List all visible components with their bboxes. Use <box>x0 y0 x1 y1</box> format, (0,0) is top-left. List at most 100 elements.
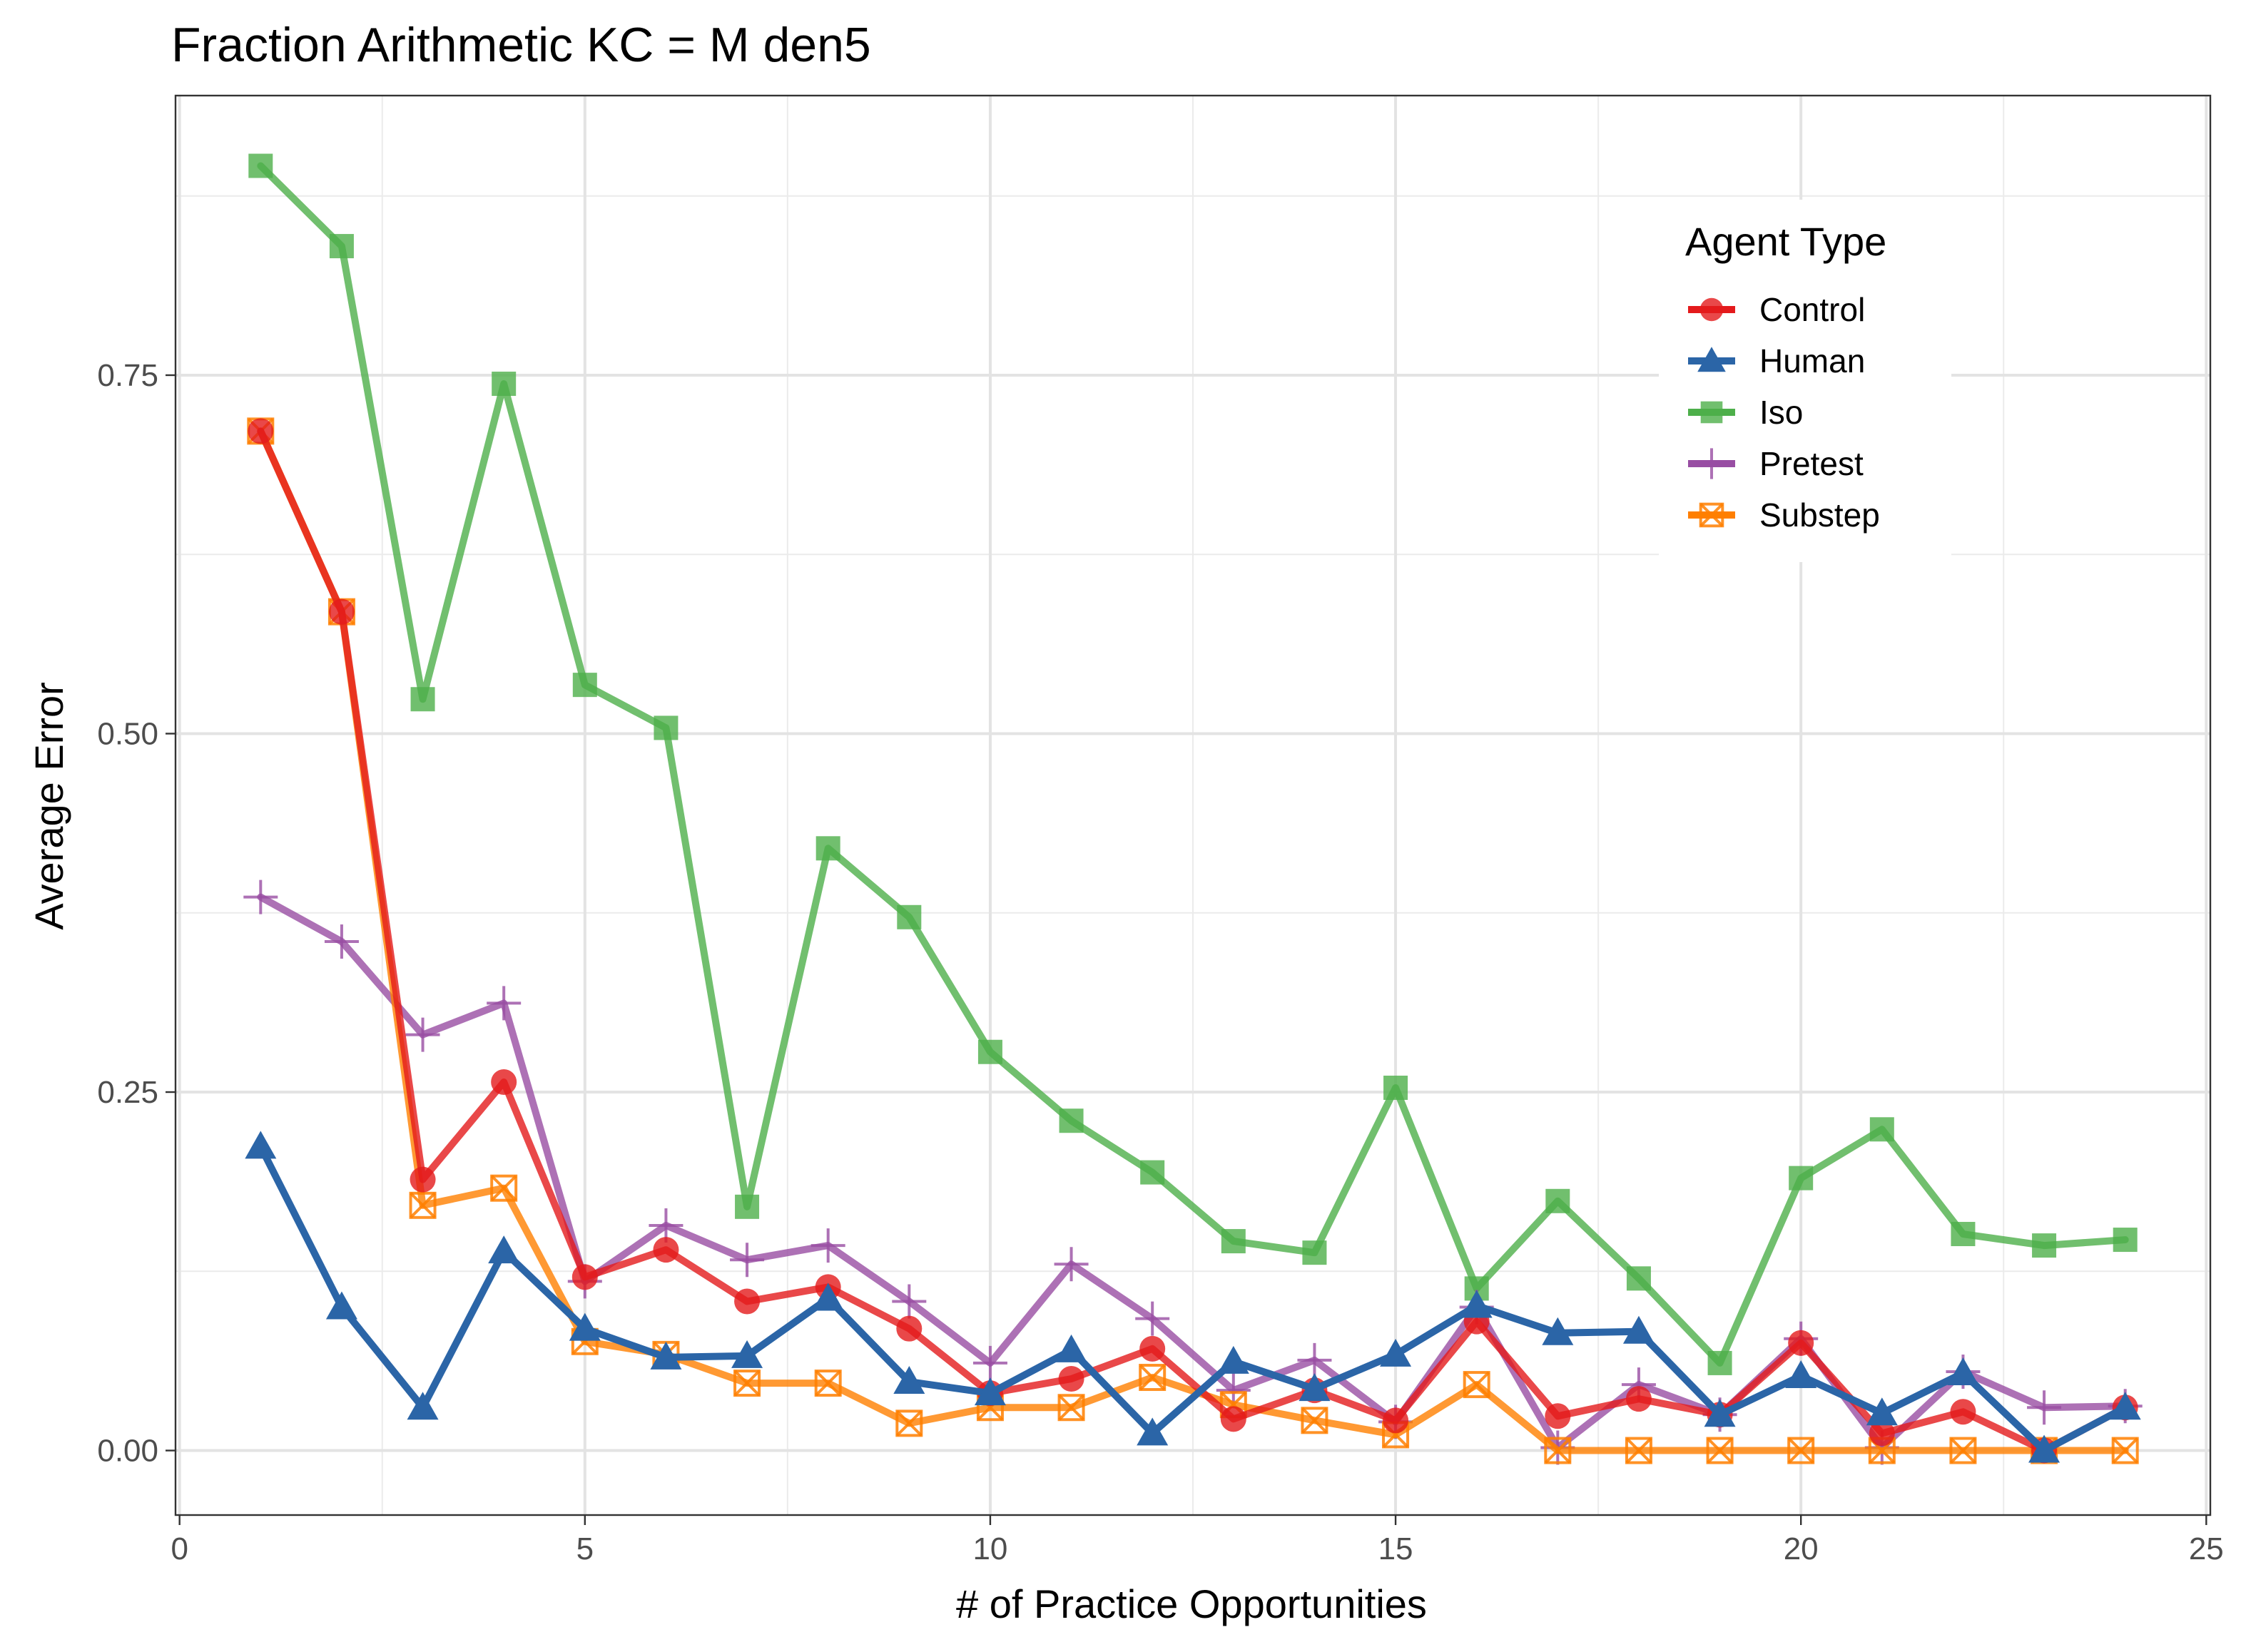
circle-marker-shape <box>1139 1335 1166 1362</box>
legend-background <box>1659 200 1951 562</box>
legend-entry-control: Control <box>1688 291 1865 328</box>
data-point-iso <box>329 234 354 259</box>
square-marker-shape <box>1059 1108 1084 1133</box>
square-x-marker-diag <box>1787 1437 1814 1464</box>
data-point-substep <box>1787 1437 1815 1464</box>
data-point-substep <box>733 1370 761 1397</box>
square-marker-shape <box>1221 1229 1246 1254</box>
data-point-control <box>1788 1330 1814 1356</box>
data-point-pretest <box>1054 1247 1089 1282</box>
triangle-marker-shape <box>325 1291 357 1320</box>
data-point-iso <box>2032 1233 2057 1258</box>
square-marker-shape <box>1140 1160 1165 1185</box>
triangle-marker-shape <box>731 1340 763 1368</box>
triangle-marker-shape <box>1704 1399 1736 1427</box>
square-marker-shape <box>248 153 273 178</box>
data-point-control <box>571 1264 598 1290</box>
data-point-control <box>1625 1386 1652 1412</box>
data-point-human <box>1380 1338 1412 1367</box>
data-point-pretest <box>1297 1342 1332 1377</box>
data-point-iso <box>977 1039 1002 1064</box>
circle-marker-shape <box>1625 1386 1652 1412</box>
x-tick-label: 5 <box>576 1531 594 1566</box>
square-x-marker-diag <box>895 1409 923 1437</box>
triangle-marker-shape <box>974 1377 1006 1406</box>
data-point-substep <box>1139 1364 1167 1392</box>
legend-entry-pretest: Pretest <box>1688 445 1864 482</box>
data-point-substep <box>409 1191 437 1219</box>
circle-marker-shape <box>1220 1406 1246 1432</box>
data-point-substep <box>1949 1437 1977 1464</box>
data-point-substep <box>1463 1371 1490 1399</box>
data-point-control <box>653 1237 679 1263</box>
square-x-marker-box <box>1301 1407 1328 1434</box>
square-marker-shape <box>329 234 354 259</box>
chart-title: Fraction Arithmetic KC = M den5 <box>171 18 871 72</box>
square-x-marker-box <box>733 1370 761 1397</box>
square-x-marker-box <box>1139 1364 1167 1392</box>
data-point-iso <box>654 715 679 740</box>
data-point-human <box>893 1366 925 1394</box>
data-point-substep <box>814 1370 842 1397</box>
y-tick-label: 0.75 <box>97 358 158 393</box>
data-point-human <box>325 1291 357 1320</box>
circle-marker-shape <box>328 598 355 625</box>
data-point-control <box>734 1288 761 1315</box>
y-tick-label: 0.50 <box>97 716 158 751</box>
data-point-control <box>328 598 355 625</box>
square-x-marker-diag <box>1544 1437 1571 1464</box>
square-marker-shape <box>1700 401 1723 424</box>
square-marker-shape <box>1951 1222 1976 1247</box>
data-point-control <box>1058 1366 1084 1392</box>
triangle-marker-shape <box>2109 1392 2141 1420</box>
data-point-human <box>488 1235 520 1264</box>
data-point-pretest <box>810 1228 845 1263</box>
data-point-control <box>1220 1406 1246 1432</box>
triangle-marker-shape <box>407 1392 439 1420</box>
data-point-human <box>1055 1334 1087 1362</box>
data-point-substep <box>895 1409 923 1437</box>
data-point-iso <box>1545 1188 1570 1213</box>
y-axis-title: Average Error <box>26 682 71 930</box>
data-point-iso <box>1869 1117 1894 1142</box>
square-x-marker-diag <box>1139 1364 1166 1391</box>
square-marker-shape <box>735 1194 760 1219</box>
square-x-marker-box <box>1625 1437 1652 1464</box>
circle-marker-shape <box>734 1288 761 1315</box>
square-x-marker-diag <box>1950 1437 1976 1464</box>
circle-marker-shape <box>1699 297 1724 322</box>
data-point-pretest <box>243 879 278 914</box>
triangle-marker-shape <box>1055 1334 1087 1362</box>
triangle-marker-shape <box>1217 1345 1249 1374</box>
data-point-control <box>896 1315 923 1342</box>
data-point-human <box>731 1340 763 1368</box>
data-point-human <box>1947 1357 1979 1385</box>
series-human <box>245 1131 2141 1463</box>
square-marker-shape <box>572 673 597 698</box>
square-x-marker-box <box>2111 1437 2139 1464</box>
data-point-human <box>1622 1315 1655 1344</box>
triangle-marker-shape <box>1947 1357 1979 1385</box>
data-point-iso <box>1626 1266 1651 1291</box>
triangle-marker-shape <box>1380 1338 1412 1367</box>
circle-marker-shape <box>571 1264 598 1290</box>
triangle-marker-shape <box>893 1366 925 1394</box>
data-point-human <box>1785 1360 1817 1389</box>
square-x-marker-diag <box>1301 1407 1328 1434</box>
square-marker-shape <box>2032 1233 2057 1258</box>
legend: Agent Type Control Human Iso Pretest Substep <box>1659 200 1951 562</box>
circle-marker-shape <box>491 1069 517 1095</box>
circle-marker-shape <box>1058 1366 1084 1392</box>
legend-entry-iso: Iso <box>1688 394 1803 431</box>
data-point-pretest <box>324 924 359 959</box>
square-x-marker-diag <box>815 1370 842 1397</box>
legend-label-substep: Substep <box>1759 496 1880 534</box>
square-x-marker-box <box>1787 1437 1815 1464</box>
circle-marker-shape <box>896 1315 923 1342</box>
series-line-control <box>257 427 2129 1454</box>
data-point-substep <box>490 1174 518 1202</box>
square-marker-shape <box>815 836 840 861</box>
data-point-human <box>650 1341 682 1370</box>
